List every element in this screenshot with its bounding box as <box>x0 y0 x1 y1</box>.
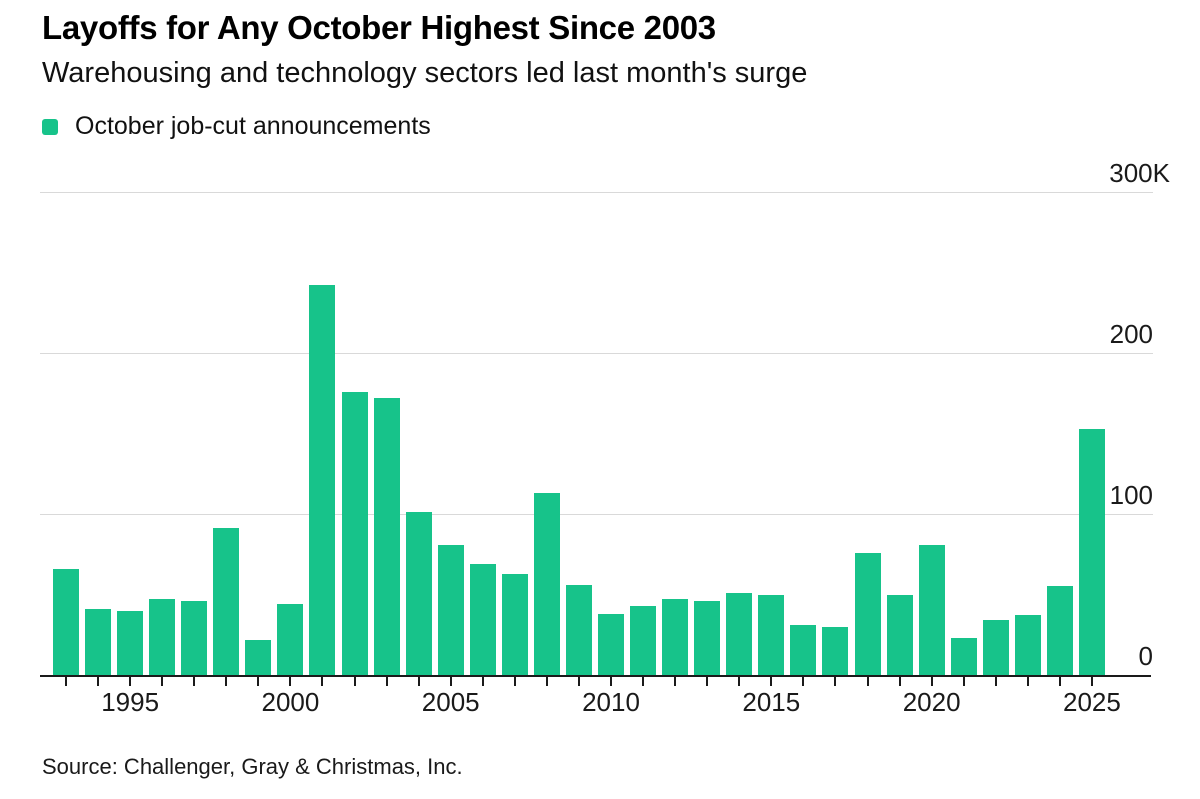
x-axis-label: 2015 <box>742 687 801 717</box>
x-axis-tick <box>1058 677 1061 686</box>
bar <box>982 620 1009 675</box>
x-axis-tick <box>866 677 869 686</box>
x-axis-tick <box>706 677 709 686</box>
x-axis-tick <box>65 677 67 686</box>
bar <box>149 599 176 675</box>
bar <box>854 552 881 675</box>
x-axis-tick <box>385 677 388 686</box>
bar <box>533 493 560 675</box>
x-axis-label: 1995 <box>101 687 160 717</box>
x-axis-tick <box>610 677 613 686</box>
x-axis-label: 2010 <box>582 687 640 717</box>
bar <box>758 594 785 675</box>
bar <box>630 605 657 675</box>
x-axis-tick <box>1026 677 1029 686</box>
x-axis-tick <box>738 677 741 686</box>
x-axis-label: 2000 <box>261 687 320 717</box>
bar <box>181 600 208 675</box>
x-axis-tick <box>545 677 548 686</box>
x-axis-tick <box>417 677 420 686</box>
x-axis-tick <box>802 677 805 686</box>
bar <box>822 626 849 675</box>
legend-swatch-icon <box>42 118 58 135</box>
x-axis-tick <box>193 677 196 686</box>
x-axis-tick <box>770 677 773 686</box>
x-axis-tick <box>674 677 677 686</box>
x-axis-tick <box>97 677 100 686</box>
bar <box>790 625 817 675</box>
bar <box>886 594 913 675</box>
y-axis-label: 300K <box>1109 158 1170 188</box>
bar <box>213 528 240 675</box>
gridline <box>40 192 1153 193</box>
x-axis-tick <box>962 677 965 686</box>
x-axis-label: 2005 <box>421 687 480 717</box>
source-note: Source: Challenger, Gray & Christmas, In… <box>42 754 463 779</box>
x-axis-tick <box>513 677 516 686</box>
bar <box>405 512 432 675</box>
bar <box>1014 615 1041 675</box>
bar <box>694 600 721 675</box>
bar <box>53 568 79 675</box>
bar <box>565 584 592 675</box>
y-axis-label: 0 <box>1138 641 1153 671</box>
x-axis-tick <box>353 677 356 686</box>
x-axis-tick <box>577 677 580 686</box>
chart-title: Layoffs for Any October Highest Since 20… <box>42 9 716 46</box>
bar <box>598 613 625 675</box>
x-axis-tick <box>257 677 260 686</box>
bar <box>918 544 945 675</box>
x-axis-tick <box>1090 677 1093 686</box>
legend-label: October job-cut announcements <box>75 112 431 140</box>
y-axis-label: 100 <box>1109 480 1153 510</box>
x-axis-tick <box>449 677 452 686</box>
x-axis-tick <box>225 677 228 686</box>
x-axis-tick <box>321 677 324 686</box>
x-axis-line <box>40 675 1151 677</box>
bar <box>437 544 464 675</box>
x-axis-tick <box>289 677 292 686</box>
bar <box>245 639 272 675</box>
bar <box>117 610 144 675</box>
bar <box>309 285 336 675</box>
x-axis-tick <box>161 677 164 686</box>
bar <box>85 608 112 675</box>
bar <box>726 592 753 675</box>
x-axis-tick <box>129 677 132 686</box>
x-axis-tick <box>930 677 933 686</box>
x-axis-tick <box>994 677 997 686</box>
bar <box>501 573 528 675</box>
bar <box>277 604 304 675</box>
bar <box>662 599 689 675</box>
bar <box>341 391 368 675</box>
x-axis-label: 2020 <box>902 687 961 717</box>
legend: October job-cut announcements <box>42 112 431 141</box>
y-axis-label: 200 <box>1109 319 1153 349</box>
x-axis-label: 2025 <box>1062 687 1121 717</box>
bar <box>469 563 496 675</box>
gridline <box>40 514 1153 515</box>
x-axis-tick <box>834 677 837 686</box>
bar <box>950 637 977 675</box>
chart-subtitle: Warehousing and technology sectors led l… <box>42 57 808 89</box>
x-axis-tick <box>642 677 645 686</box>
bar <box>1046 586 1073 675</box>
x-axis-tick <box>898 677 901 686</box>
bar <box>1078 428 1105 675</box>
bar <box>373 398 400 675</box>
x-axis-tick <box>481 677 484 686</box>
gridline <box>40 353 1153 354</box>
